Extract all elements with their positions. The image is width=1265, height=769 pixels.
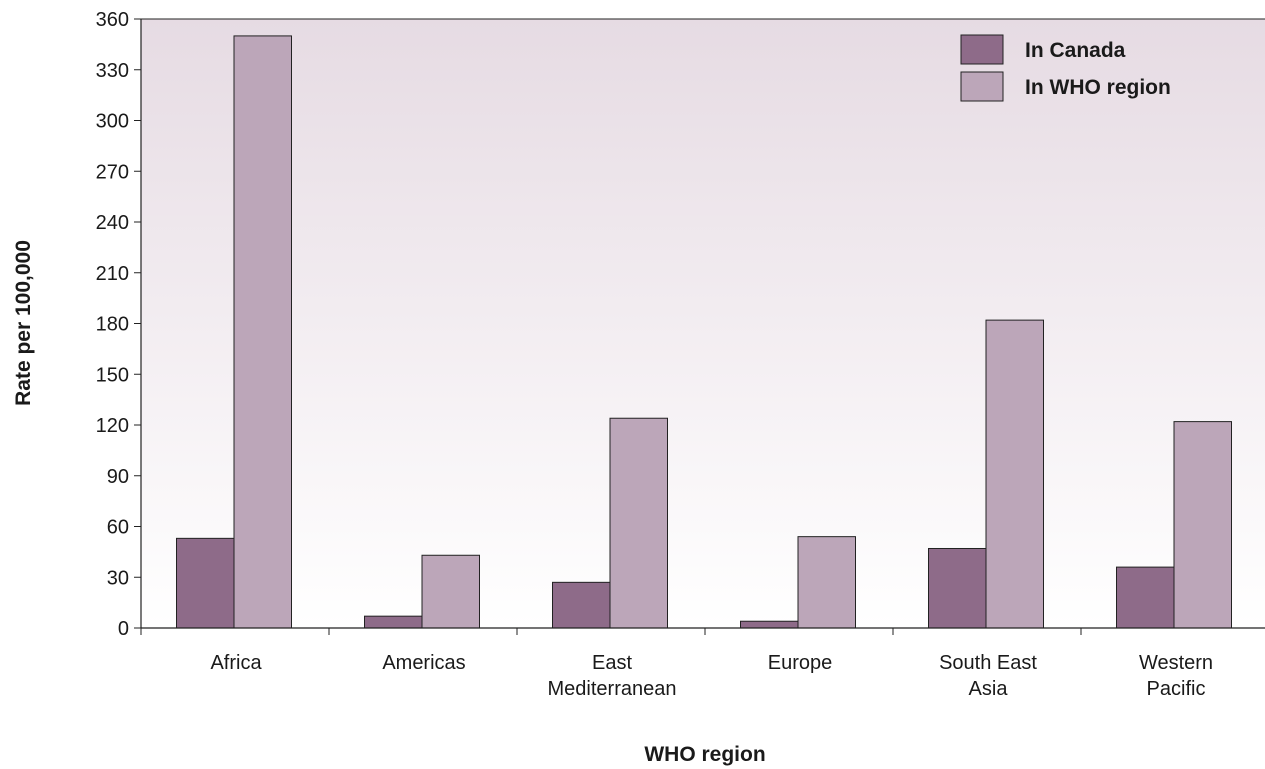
- y-tick-label: 0: [118, 618, 129, 640]
- y-tick-label: 330: [96, 60, 129, 82]
- x-axis-title: WHO region: [644, 743, 765, 766]
- x-category-label-line: Western: [1139, 652, 1213, 674]
- x-category-label: Western Pacific: [1139, 652, 1213, 700]
- y-tick-label: 30: [107, 567, 129, 589]
- axes-layer: [134, 18, 1265, 635]
- bar-in-who-region-2: [609, 417, 668, 629]
- x-category-label-line: Asia: [969, 678, 1009, 700]
- y-tick-label: 210: [96, 263, 129, 285]
- y-tick-label: 300: [96, 111, 129, 133]
- bar-in-canada-4: [928, 547, 987, 629]
- y-axis-title: Rate per 100,000: [12, 240, 35, 406]
- bar-in-canada-0: [176, 537, 235, 629]
- x-category-label-line: Africa: [210, 652, 262, 674]
- x-category-label: Americas: [382, 652, 465, 674]
- legend-swatch-in-canada: [960, 34, 1004, 65]
- plot-background: [141, 19, 1265, 628]
- y-tick-label: 360: [96, 9, 129, 31]
- x-category-label: East Mediterranean: [548, 652, 677, 700]
- bar-in-who-region-3: [797, 536, 856, 629]
- y-tick-label: 180: [96, 314, 129, 336]
- y-tick-label: 240: [96, 212, 129, 234]
- x-category-label: South East Asia: [939, 652, 1037, 700]
- y-tick-label: 120: [96, 415, 129, 437]
- legend-label-in-who-region: In WHO region: [1025, 76, 1171, 99]
- bar-in-who-region-4: [985, 319, 1044, 629]
- x-category-label-line: Mediterranean: [548, 678, 677, 700]
- bar-in-canada-5: [1116, 566, 1175, 629]
- x-category-label-line: South East: [939, 652, 1037, 674]
- legend-label-in-canada: In Canada: [1025, 39, 1126, 62]
- bar-in-canada-1: [364, 615, 423, 629]
- bars-layer: [176, 35, 1232, 629]
- x-category-label-line: East: [592, 652, 632, 674]
- y-tick-label: 270: [96, 161, 129, 183]
- bar-in-who-region-0: [233, 35, 292, 629]
- bar-in-who-region-1: [421, 554, 480, 629]
- x-category-label-line: Americas: [382, 652, 465, 674]
- x-category-label: Africa: [210, 652, 262, 674]
- labels-layer: 0 30 60 90 120 150 180 210 240 270 300 330 360 Africa…: [96, 9, 1213, 700]
- y-tick-label: 90: [107, 466, 129, 488]
- y-tick-label: 150: [96, 364, 129, 386]
- y-tick-label: 60: [107, 517, 129, 539]
- bar-in-canada-3: [740, 620, 799, 629]
- x-category-label: Europe: [768, 652, 833, 674]
- x-category-label-line: Europe: [768, 652, 833, 674]
- legend: In Canada In WHO region: [960, 34, 1171, 102]
- legend-swatch-in-who-region: [960, 71, 1004, 102]
- bar-in-who-region-5: [1173, 421, 1232, 629]
- bar-in-canada-2: [552, 581, 611, 629]
- x-category-label-line: Pacific: [1147, 678, 1206, 700]
